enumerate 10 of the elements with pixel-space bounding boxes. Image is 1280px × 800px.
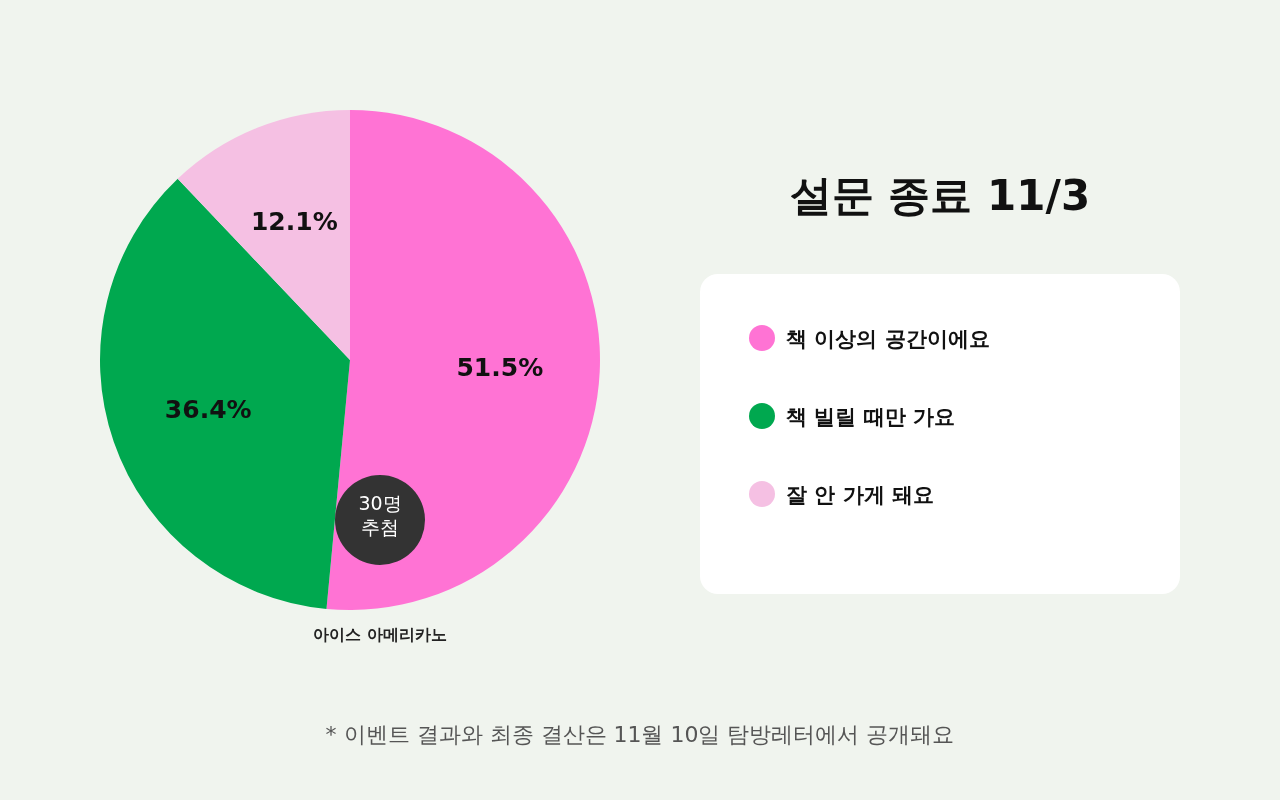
text: * 이벤트 결과와 최종 결산은 11월 10일 탐방레터에서 공개돼요: [325, 722, 955, 747]
legend-label: 책 빌릴 때만 가요: [786, 405, 955, 429]
data-label: 51.5%: [456, 353, 544, 383]
data-label: 12.1%: [250, 206, 338, 236]
legend-label: 잘 안 가게 돼요: [786, 483, 934, 507]
legend-label: 책 이상의 공간이에요: [786, 327, 990, 351]
data-label: 36.4%: [164, 395, 252, 425]
badge: 30명 추첨: [335, 475, 425, 565]
text: 설문 종료 11/3: [789, 171, 1091, 220]
text: 아이스 아메리카노: [313, 625, 447, 644]
